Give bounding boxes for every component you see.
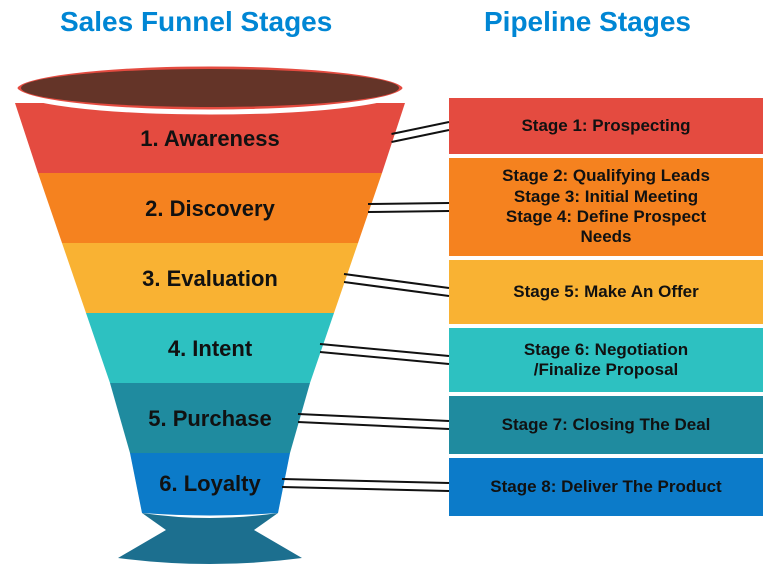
pipeline-box-2-line-0: Stage 5: Make An Offer [513, 282, 698, 302]
funnel-rim-inner [21, 69, 399, 107]
pipeline-box-1-line-1: Stage 3: Initial Meeting [514, 187, 698, 207]
funnel-stage-label-0: 1. Awareness [0, 126, 420, 152]
funnel: 1. Awareness 2. Discovery 3. Evaluation 4. … [0, 58, 420, 564]
pipeline-box-5-line-0: Stage 8: Deliver The Product [490, 477, 721, 497]
pipeline-box-0-line-0: Stage 1: Prospecting [521, 116, 690, 136]
pipeline-box-1-line-2: Stage 4: Define Prospect [506, 207, 706, 227]
funnel-base [118, 513, 302, 564]
pipeline-box-2: Stage 5: Make An Offer [449, 260, 763, 324]
funnel-stage-label-3: 4. Intent [0, 336, 420, 362]
pipeline-box-4: Stage 7: Closing The Deal [449, 396, 763, 454]
title-left: Sales Funnel Stages [60, 6, 332, 38]
pipeline-box-3-line-1: /Finalize Proposal [534, 360, 679, 380]
pipeline-box-3-line-0: Stage 6: Negotiation [524, 340, 688, 360]
funnel-stage-label-4: 5. Purchase [0, 406, 420, 432]
pipeline-box-5: Stage 8: Deliver The Product [449, 458, 763, 516]
pipeline-box-0: Stage 1: Prospecting [449, 98, 763, 154]
funnel-stage-label-1: 2. Discovery [0, 196, 420, 222]
funnel-stage-label-2: 3. Evaluation [0, 266, 420, 292]
pipeline: Stage 1: Prospecting Stage 2: Qualifying … [449, 98, 763, 520]
pipeline-box-3: Stage 6: Negotiation/Finalize Proposal [449, 328, 763, 392]
pipeline-box-4-line-0: Stage 7: Closing The Deal [502, 415, 711, 435]
pipeline-box-1-line-3: Needs [580, 227, 631, 247]
funnel-stage-label-5: 6. Loyalty [0, 471, 420, 497]
pipeline-box-1-line-0: Stage 2: Qualifying Leads [502, 166, 710, 186]
pipeline-box-1: Stage 2: Qualifying LeadsStage 3: Initia… [449, 158, 763, 256]
title-right: Pipeline Stages [484, 6, 691, 38]
